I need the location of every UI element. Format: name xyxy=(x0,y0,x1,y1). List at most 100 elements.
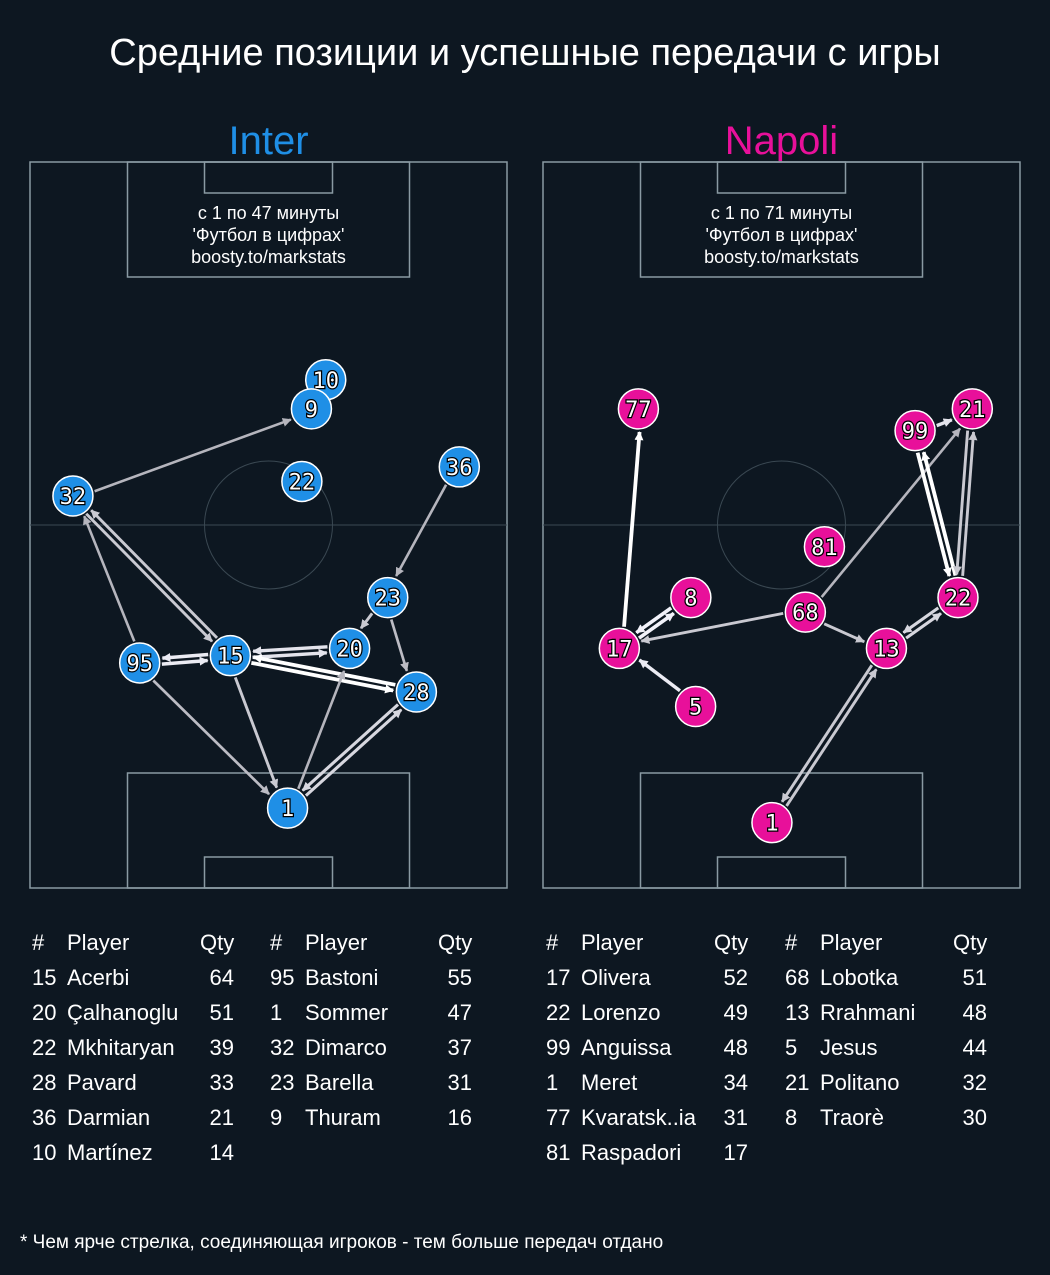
pitch-note: boosty.to/markstats xyxy=(704,247,859,267)
pass-arrow xyxy=(359,612,374,630)
player-node: 77 xyxy=(617,388,660,430)
player-marker xyxy=(598,627,641,670)
player-marker xyxy=(937,576,979,619)
table-cell-qty: 21 xyxy=(209,1105,234,1130)
player-number: 68 xyxy=(792,601,819,626)
pass-arrow xyxy=(905,612,942,640)
table-cell-qty: 64 xyxy=(209,965,234,990)
pass-arrow xyxy=(395,484,448,577)
pass-arrow xyxy=(161,656,209,666)
table-cell-num: 10 xyxy=(32,1140,57,1165)
pass-arrow xyxy=(90,509,219,639)
table-cell-player: Thuram xyxy=(305,1105,381,1130)
player-marker xyxy=(290,388,333,430)
player-node: 32 xyxy=(52,475,94,517)
player-node: 10 xyxy=(304,359,347,401)
table-header-player: Player xyxy=(67,930,130,955)
player-number: 17 xyxy=(606,637,633,662)
table-cell-num: 81 xyxy=(546,1140,571,1165)
pass-arrow xyxy=(952,430,970,576)
page-title: Средние позиции и успешные передачи с иг… xyxy=(109,32,941,74)
table-cell-player: Sommer xyxy=(305,1000,389,1025)
table-cell-num: 15 xyxy=(32,965,57,990)
table-cell-num: 32 xyxy=(270,1035,295,1060)
table-cell-num: 22 xyxy=(546,1000,571,1025)
footnote: * Чем ярче стрелка, соединяющая игроков … xyxy=(20,1232,664,1253)
pass-arrow xyxy=(152,679,271,796)
table-header-num: # xyxy=(785,930,798,955)
pass-arrow xyxy=(83,515,136,642)
player-number: 22 xyxy=(945,587,972,612)
player-node: 15 xyxy=(209,634,252,677)
table-cell-player: Lorenzo xyxy=(581,1000,661,1025)
table-cell-player: Politano xyxy=(820,1070,900,1095)
table-cell-player: Çalhanoglu xyxy=(67,1000,179,1025)
player-marker xyxy=(951,388,994,430)
table-cell-num: 22 xyxy=(32,1035,57,1060)
table-header-qty: Qty xyxy=(714,930,749,955)
player-marker xyxy=(894,409,936,452)
table-cell-player: Dimarco xyxy=(305,1035,387,1060)
player-marker xyxy=(395,671,438,713)
table-cell-player: Bastoni xyxy=(305,965,379,990)
table-cell-player: Rrahmani xyxy=(820,1000,916,1025)
player-number: 20 xyxy=(336,637,363,662)
pass-arrow xyxy=(785,668,878,807)
table-header-num: # xyxy=(546,930,559,955)
table-cell-qty: 17 xyxy=(723,1140,748,1165)
pitch-note: с 1 по 47 минуты xyxy=(198,203,339,223)
player-marker xyxy=(865,627,908,670)
table-cell-qty: 47 xyxy=(447,1000,472,1025)
table-cell-num: 5 xyxy=(785,1035,798,1060)
pass-arrow xyxy=(640,611,784,644)
center-circle xyxy=(204,460,333,590)
player-node: 13 xyxy=(865,627,908,670)
table-cell-qty: 33 xyxy=(209,1070,234,1095)
pass-arrow xyxy=(622,431,644,627)
table-cell-player: Jesus xyxy=(820,1035,878,1060)
inter-pitch: Inter с 1 по 47 минуты'Футбол в цифрах'bo… xyxy=(29,119,508,889)
player-marker xyxy=(617,388,660,430)
table-cell-player: Anguissa xyxy=(581,1035,672,1060)
table-cell-qty: 51 xyxy=(209,1000,234,1025)
player-number: 77 xyxy=(625,398,652,423)
player-node: 95 xyxy=(118,642,161,684)
table-cell-player: Kvaratsk..ia xyxy=(581,1105,696,1130)
six-yard-box-bottom xyxy=(716,856,847,889)
pass-arrow xyxy=(936,418,953,428)
table-cell-num: 21 xyxy=(785,1070,810,1095)
player-marker xyxy=(328,627,371,670)
pass-arrow xyxy=(823,622,866,644)
player-node: 1 xyxy=(751,801,793,844)
player-number: 13 xyxy=(873,637,900,662)
table-cell-player: Pavard xyxy=(67,1070,137,1095)
table-cell-num: 13 xyxy=(785,1000,810,1025)
table-cell-qty: 32 xyxy=(962,1070,987,1095)
table-cell-qty: 51 xyxy=(962,965,987,990)
table-cell-num: 36 xyxy=(32,1105,57,1130)
table-cell-qty: 30 xyxy=(962,1105,987,1130)
table-cell-qty: 14 xyxy=(209,1140,234,1165)
table-cell-qty: 39 xyxy=(209,1035,234,1060)
player-node: 9 xyxy=(290,388,333,430)
six-yard-box-bottom xyxy=(203,856,334,889)
pass-arrow xyxy=(250,660,395,694)
table-cell-qty: 34 xyxy=(723,1070,748,1095)
player-number: 15 xyxy=(217,645,244,670)
table-cell-qty: 31 xyxy=(723,1105,748,1130)
table-cell-num: 17 xyxy=(546,965,571,990)
pass-arrow xyxy=(637,611,675,640)
pass-arrow xyxy=(252,645,328,656)
center-circle xyxy=(717,460,846,590)
table-header-num: # xyxy=(32,930,45,955)
table-cell-player: Barella xyxy=(305,1070,374,1095)
player-number: 5 xyxy=(689,696,702,721)
table-header-num: # xyxy=(270,930,283,955)
player-node: 68 xyxy=(784,591,827,633)
player-marker xyxy=(118,642,161,684)
pitch-note: 'Футбол в цифрах' xyxy=(706,225,858,245)
table-cell-qty: 44 xyxy=(962,1035,987,1060)
table-cell-player: Meret xyxy=(581,1070,638,1095)
pass-arrow xyxy=(902,606,940,634)
